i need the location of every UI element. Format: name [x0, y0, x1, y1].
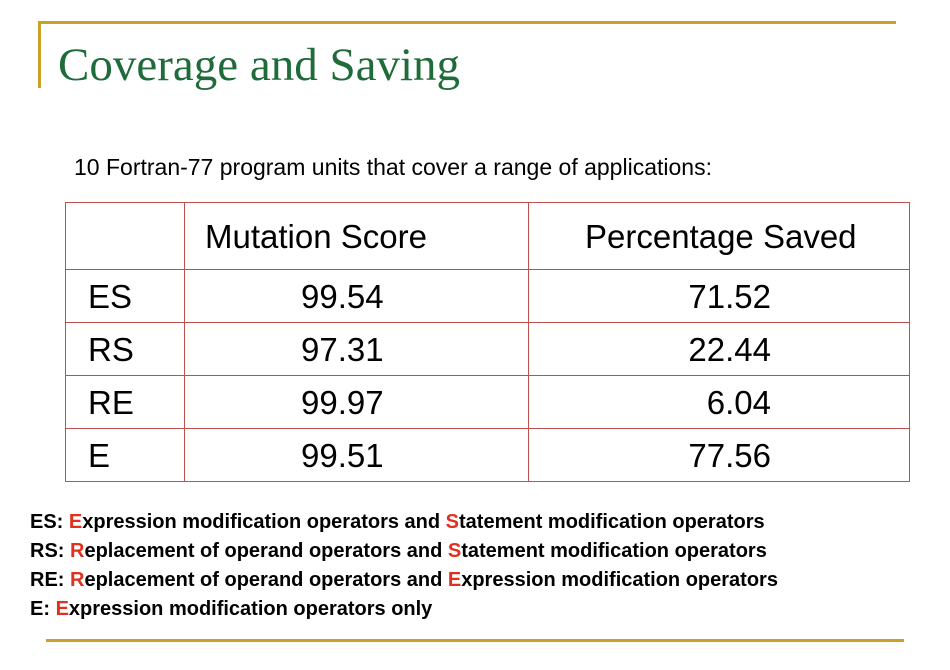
- legend-text: RE:: [30, 569, 70, 591]
- table-header-row: Mutation Score Percentage Saved: [65, 202, 910, 270]
- legend-text: xpression modification operators and: [82, 511, 446, 533]
- top-rule: [38, 21, 896, 24]
- legend-text: ES:: [30, 511, 69, 533]
- row-name: ES: [65, 269, 185, 323]
- table-row: RE 99.97 6.04: [65, 375, 910, 429]
- legend: ES: Expression modification operators an…: [30, 508, 778, 624]
- legend-highlight-letter: E: [68, 511, 83, 533]
- mutation-score-cell: 99.51: [184, 428, 529, 482]
- table-row: ES 99.54 71.52: [65, 269, 910, 323]
- legend-highlight-letter: R: [70, 569, 85, 591]
- legend-text: eplacement of operand operators and: [84, 569, 448, 591]
- legend-line: RE: Replacement of operand operators and…: [30, 566, 778, 595]
- mutation-score-cell: 99.54: [184, 269, 529, 323]
- legend-highlight-letter: S: [447, 540, 462, 562]
- legend-highlight-letter: E: [447, 569, 462, 591]
- table-row: RS 97.31 22.44: [65, 322, 910, 376]
- legend-text: xpression modification operators: [461, 569, 778, 591]
- bottom-rule: [46, 639, 904, 642]
- legend-text: tatement modification operators: [459, 511, 765, 533]
- legend-text: xpression modification operators only: [68, 598, 433, 620]
- header-percentage-saved: Percentage Saved: [528, 202, 910, 270]
- percentage-saved-cell: 77.56: [528, 428, 910, 482]
- row-name: E: [65, 428, 185, 482]
- legend-line: E: Expression modification operators onl…: [30, 595, 778, 624]
- row-name: RE: [65, 375, 185, 429]
- legend-highlight-letter: R: [70, 540, 85, 562]
- header-mutation-score: Mutation Score: [184, 202, 529, 270]
- page-title: Coverage and Saving: [58, 39, 461, 91]
- row-name: RS: [65, 322, 185, 376]
- legend-highlight-letter: E: [55, 598, 69, 620]
- mutation-score-cell: 97.31: [184, 322, 529, 376]
- legend-text: eplacement of operand operators and: [84, 540, 448, 562]
- intro-text: 10 Fortran-77 program units that cover a…: [74, 154, 712, 180]
- legend-text: E:: [30, 598, 56, 620]
- legend-highlight-letter: S: [445, 511, 459, 533]
- legend-line: RS: Replacement of operand operators and…: [30, 537, 778, 566]
- coverage-table: Mutation Score Percentage Saved ES 99.54…: [65, 202, 910, 482]
- left-rule: [38, 21, 41, 88]
- legend-line: ES: Expression modification operators an…: [30, 508, 778, 537]
- percentage-saved-cell: 6.04: [528, 375, 910, 429]
- percentage-saved-cell: 22.44: [528, 322, 910, 376]
- mutation-score-cell: 99.97: [184, 375, 529, 429]
- header-cell-empty: [65, 202, 185, 270]
- legend-text: RS:: [30, 540, 70, 562]
- table-row: E 99.51 77.56: [65, 428, 910, 482]
- percentage-saved-cell: 71.52: [528, 269, 910, 323]
- legend-text: tatement modification operators: [461, 540, 767, 562]
